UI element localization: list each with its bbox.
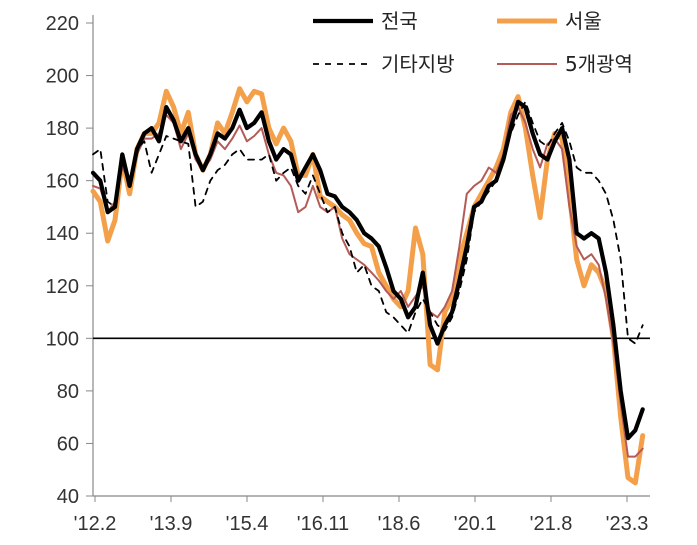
y-tick-label: 40 (57, 486, 79, 508)
x-tick-label: '13.9 (150, 513, 193, 535)
legend-label-other-regions: 기타지방 (381, 52, 455, 76)
x-tick-label: '21.8 (530, 513, 573, 535)
y-tick-label: 100 (46, 328, 79, 350)
x-tick-label: '23.3 (606, 513, 649, 535)
series-line-nationwide (90, 99, 645, 441)
series-lines (90, 86, 646, 486)
y-tick-label: 80 (57, 381, 79, 403)
y-tick-label: 60 (57, 433, 79, 455)
legend-label-five-metro: 5개광역 (565, 52, 633, 76)
x-tick-label: '20.1 (454, 513, 497, 535)
series-line-five-metro (92, 106, 644, 458)
y-tick-label: 200 (46, 66, 79, 88)
legend-label-nationwide: 전국 (381, 9, 418, 33)
x-tick-label: '15.4 (226, 513, 269, 535)
y-tick-label: 160 (46, 171, 79, 193)
y-tick-label: 120 (46, 276, 79, 298)
x-tick-label: '18.6 (378, 513, 421, 535)
series-line-other-regions (92, 100, 644, 345)
y-tick-label: 140 (46, 223, 79, 245)
y-tick-label: 220 (46, 13, 79, 35)
x-tick-label: '12.2 (74, 513, 117, 535)
legend-label-seoul: 서울 (565, 9, 602, 33)
x-tick-label: '16.11 (297, 513, 349, 535)
y-tick-label: 180 (46, 118, 79, 140)
axes: 40 60 80 100 120 140 160 180 200 220 '12.2 '13.9 '15… (46, 13, 650, 535)
